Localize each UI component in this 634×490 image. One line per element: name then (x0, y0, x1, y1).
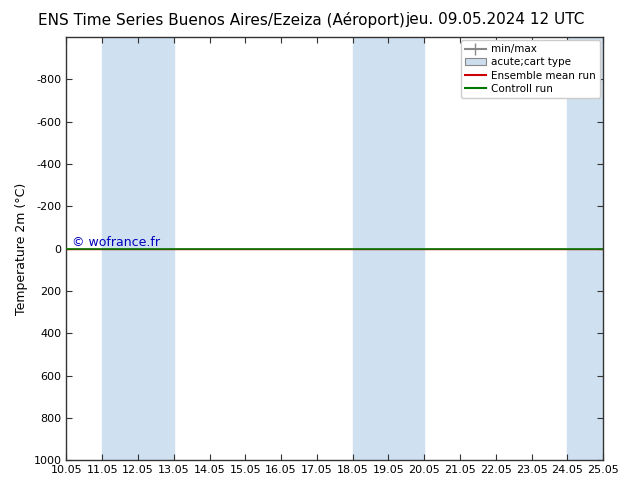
Legend: min/max, acute;cart type, Ensemble mean run, Controll run: min/max, acute;cart type, Ensemble mean … (461, 40, 600, 98)
Text: © wofrance.fr: © wofrance.fr (72, 236, 160, 248)
Text: jeu. 09.05.2024 12 UTC: jeu. 09.05.2024 12 UTC (405, 12, 584, 27)
Y-axis label: Temperature 2m (°C): Temperature 2m (°C) (15, 182, 28, 315)
Bar (102, 37, 174, 460)
Text: ENS Time Series Buenos Aires/Ezeiza (Aéroport): ENS Time Series Buenos Aires/Ezeiza (Aér… (39, 12, 405, 28)
Bar (353, 37, 424, 460)
Bar (567, 37, 603, 460)
